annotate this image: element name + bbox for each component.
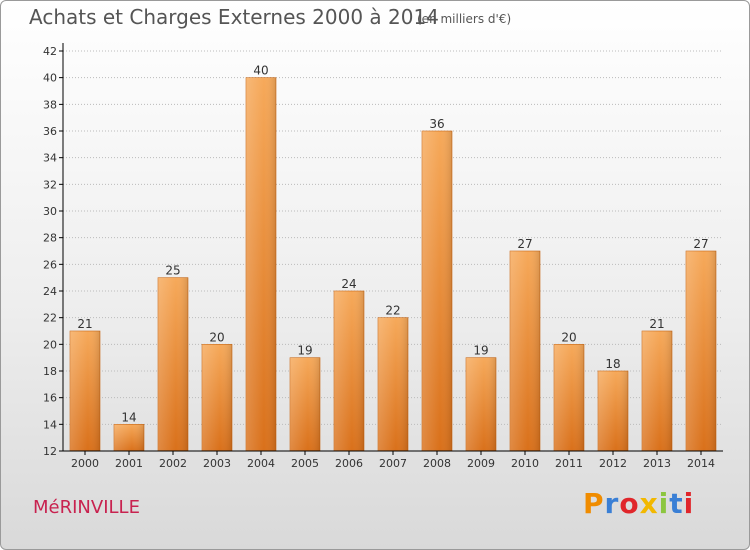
y-tick-label: 30 [43, 205, 57, 218]
data-label: 19 [297, 344, 312, 358]
logo-letter: i [658, 487, 670, 520]
commune-name: MéRINVILLE [33, 497, 140, 518]
y-tick-label: 22 [43, 312, 57, 325]
y-tick-label: 18 [43, 365, 57, 378]
bars-group [69, 77, 717, 452]
y-tick-label: 42 [43, 45, 57, 58]
axes-group: 12 14 16 18 20 22 24 26 28 30 32 34 36 38 40 42 2000 2001… [43, 43, 723, 470]
bar-shade [642, 331, 672, 451]
data-label: 27 [517, 237, 532, 251]
x-tick-label: 2014 [687, 457, 715, 470]
bar-shade [334, 291, 364, 451]
data-label: 19 [473, 344, 488, 358]
x-tick-label: 2003 [203, 457, 231, 470]
logo-letter: P [583, 487, 605, 520]
x-tick-label: 2001 [115, 457, 143, 470]
x-tick-label: 2000 [71, 457, 99, 470]
bar-shade [114, 424, 144, 451]
bar-shade [422, 131, 452, 451]
x-tick-label: 2010 [511, 457, 539, 470]
bar-shade [158, 277, 188, 451]
x-tick-label: 2009 [467, 457, 495, 470]
data-label: 24 [341, 277, 356, 291]
y-tick-label: 28 [43, 232, 57, 245]
y-tick-label: 40 [43, 72, 57, 85]
data-label: 21 [77, 317, 92, 331]
x-tick-label: 2012 [599, 457, 627, 470]
bar-shade [686, 251, 716, 451]
x-tick-label: 2011 [555, 457, 583, 470]
data-label: 21 [649, 317, 664, 331]
bar-shade [290, 357, 320, 451]
bar-shade [598, 371, 628, 451]
proxiti-logo[interactable]: Proxiti [583, 487, 694, 520]
logo-letter: x [639, 487, 659, 520]
data-label: 18 [605, 357, 620, 371]
y-tick-label: 20 [43, 338, 57, 351]
chart-subtitle: (en milliers d'€) [417, 12, 512, 26]
y-tick-label: 34 [43, 152, 57, 165]
bar-shade [554, 344, 584, 451]
x-tick-label: 2005 [291, 457, 319, 470]
y-tick-label: 14 [43, 418, 57, 431]
logo-letter: r [604, 487, 620, 520]
y-tick-label: 24 [43, 285, 57, 298]
logo-letter: t [669, 487, 684, 520]
chart-title: Achats et Charges Externes 2000 à 2014 [29, 5, 439, 29]
logo-letter: o [619, 487, 640, 520]
x-tick-label: 2006 [335, 457, 363, 470]
data-label: 14 [121, 410, 136, 424]
x-tick-label: 2004 [247, 457, 275, 470]
y-tick-label: 16 [43, 392, 57, 405]
y-tick-label: 36 [43, 125, 57, 138]
data-label: 27 [693, 237, 708, 251]
bar-shade [510, 251, 540, 451]
data-label: 25 [165, 264, 180, 278]
x-tick-label: 2008 [423, 457, 451, 470]
data-label: 20 [209, 330, 224, 344]
bar-shade [202, 344, 232, 451]
x-tick-label: 2002 [159, 457, 187, 470]
logo-letter: i [683, 487, 695, 520]
bar-shade [466, 357, 496, 451]
data-label: 22 [385, 304, 400, 318]
y-tick-label: 32 [43, 178, 57, 191]
bar-shade [378, 317, 408, 451]
y-tick-label: 26 [43, 258, 57, 271]
bar-shade [246, 77, 276, 452]
data-label: 20 [561, 330, 576, 344]
data-labels-group: 21 14 25 20 40 19 24 22 36 19 27 20 18 21 27 [77, 64, 708, 425]
data-label: 36 [429, 117, 444, 131]
bar-shade [70, 331, 100, 451]
x-tick-label: 2013 [643, 457, 671, 470]
y-tick-label: 38 [43, 98, 57, 111]
data-label: 40 [253, 64, 268, 78]
y-tick-label: 12 [43, 445, 57, 458]
x-tick-label: 2007 [379, 457, 407, 470]
